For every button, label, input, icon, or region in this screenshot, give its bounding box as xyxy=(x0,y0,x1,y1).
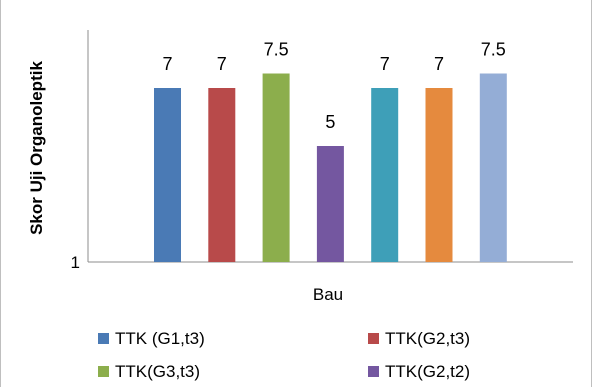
data-label-3: 7.5 xyxy=(264,40,289,60)
bar-4 xyxy=(316,146,344,262)
bar-group xyxy=(154,73,507,262)
bar-6 xyxy=(425,88,453,262)
legend-swatch-3 xyxy=(98,366,109,377)
data-label-7: 7.5 xyxy=(481,40,506,60)
data-label-group: 7 7 7.5 5 7 7 7.5 xyxy=(162,40,505,133)
bar-3 xyxy=(262,73,290,262)
legend-label-3: TTK(G3,t3) xyxy=(115,362,200,381)
data-label-6: 7 xyxy=(434,54,444,74)
legend-swatch-1 xyxy=(98,333,109,344)
data-label-5: 7 xyxy=(380,54,390,74)
bar-1 xyxy=(154,88,181,262)
legend: TTK (G1,t3) TTK(G2,t3) TTK(G3,t3) TTK(G2,t2… xyxy=(98,329,470,381)
x-axis-title: Bau xyxy=(313,285,343,304)
legend-label-2: TTK(G2,t3) xyxy=(385,329,470,348)
data-label-2: 7 xyxy=(217,54,227,74)
y-tick-label: 1 xyxy=(71,253,80,272)
legend-label-4: TTK(G2,t2) xyxy=(385,362,470,381)
bar-5 xyxy=(371,88,399,262)
legend-swatch-2 xyxy=(368,333,379,344)
y-axis-title: Skor Uji Organoleptik xyxy=(27,61,46,235)
data-label-4: 5 xyxy=(325,112,335,132)
legend-label-1: TTK (G1,t3) xyxy=(115,329,205,348)
legend-swatch-4 xyxy=(368,366,379,377)
bar-2 xyxy=(208,88,236,262)
bar-7 xyxy=(479,73,507,262)
data-label-1: 7 xyxy=(162,54,172,74)
